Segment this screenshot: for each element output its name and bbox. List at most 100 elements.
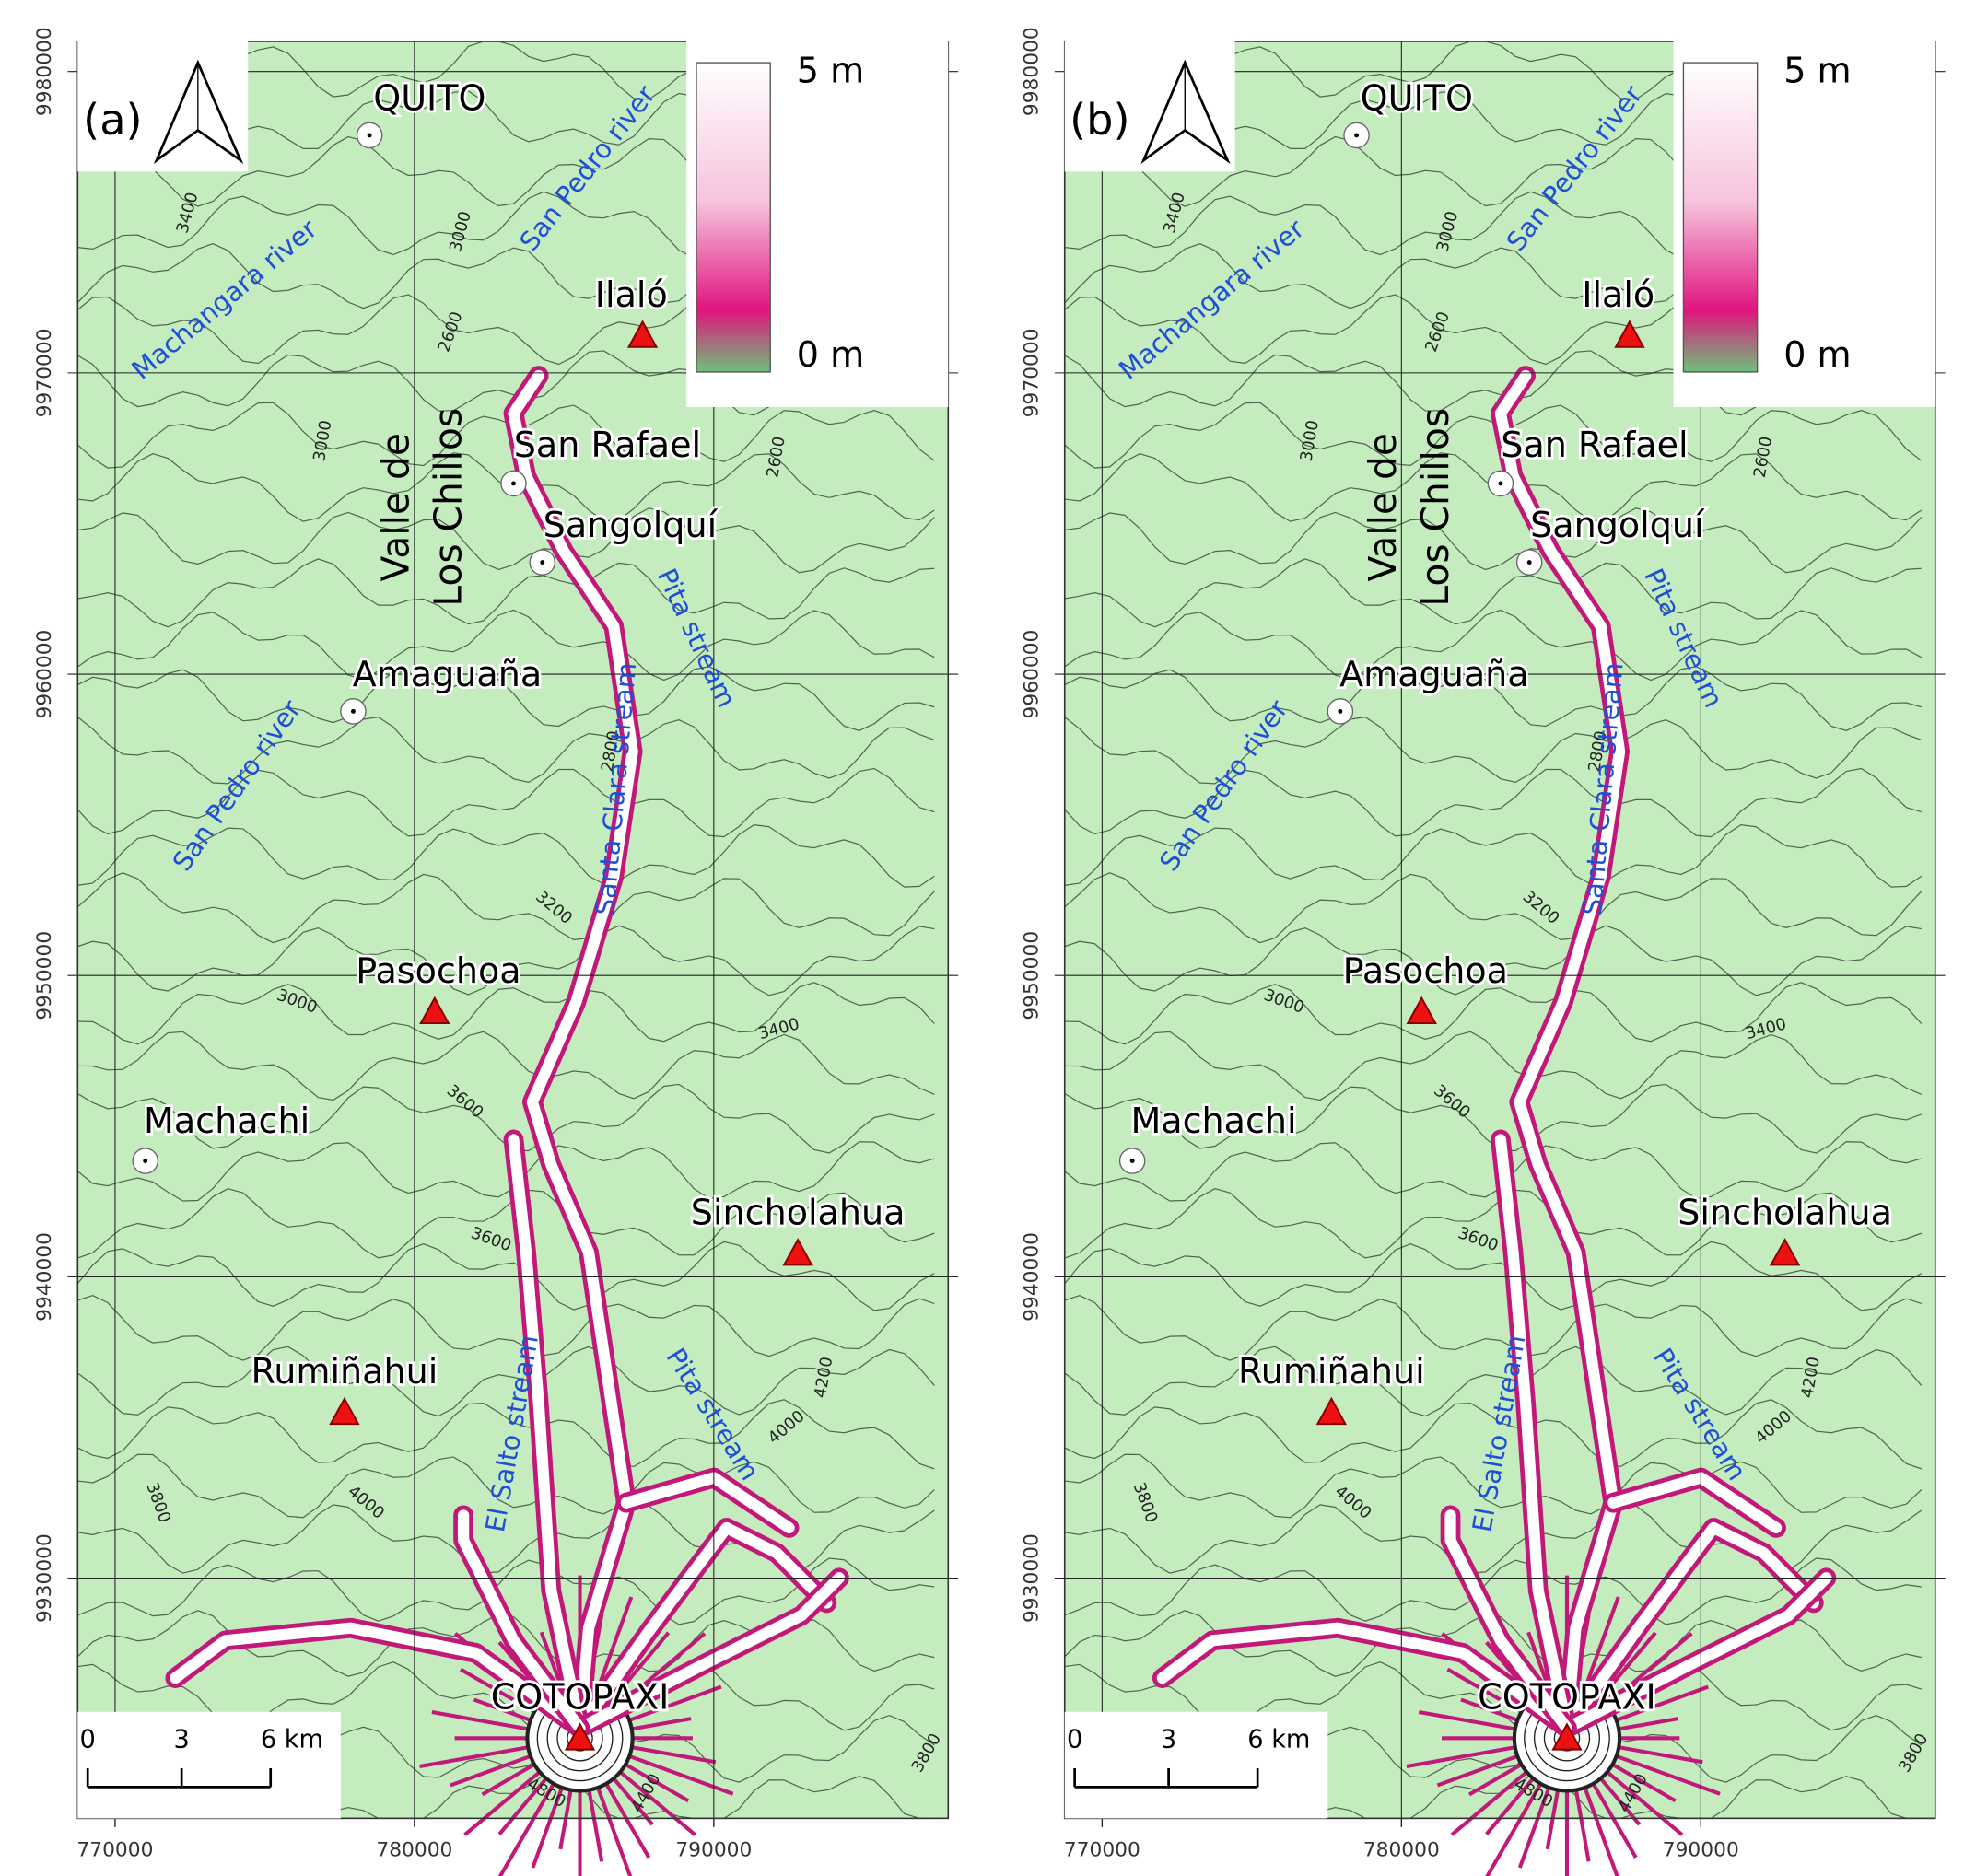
contour-line — [1064, 872, 1923, 944]
flow-channel — [1561, 1521, 1819, 1734]
volcano-label: Ilaló — [595, 274, 668, 315]
x-tick-label: 780000 — [376, 1839, 452, 1862]
volcano-label: Pasochoa — [356, 950, 520, 991]
scale-label: 3 — [173, 1726, 189, 1754]
y-tick-label: 9940000 — [33, 1232, 56, 1322]
scale-label: 6 km — [261, 1726, 323, 1754]
contour-line — [1064, 982, 1923, 1045]
town-label: Sangolquí — [544, 505, 719, 545]
volcano-marker — [329, 1396, 360, 1426]
contour-line — [1064, 925, 1922, 996]
x-tick-label: 770000 — [1064, 1839, 1140, 1862]
flow-channel — [170, 1622, 586, 1734]
contour-line — [77, 1188, 935, 1259]
legend-min-label: 0 m — [797, 334, 864, 375]
flow-channel — [1494, 369, 1626, 1734]
flow-radial — [602, 1780, 651, 1859]
contour-line — [1064, 1188, 1922, 1259]
legend-max-label: 5 m — [797, 50, 864, 90]
legend-max-label: 5 m — [1783, 50, 1851, 90]
contour-line — [77, 1453, 935, 1519]
contour-line — [76, 872, 935, 944]
flow-radial — [1613, 1754, 1721, 1796]
flow-radial — [1485, 1780, 1544, 1876]
flow-radial — [1460, 1697, 1521, 1723]
flow-radial — [628, 1744, 717, 1765]
flow-radial — [610, 1775, 654, 1826]
contour-line — [1064, 767, 1922, 838]
flow-radial — [450, 1754, 534, 1788]
town-dot — [1338, 708, 1343, 714]
flow-radial — [419, 1744, 532, 1769]
contour-line — [1064, 1399, 1922, 1470]
map-panel: 770000 780000 790000 9930000 9940000 9950000 9… — [1020, 27, 1946, 1876]
volcano-marker — [1315, 1396, 1348, 1426]
y-tick-label: 9950000 — [33, 931, 56, 1020]
flow-channel — [1444, 1509, 1573, 1734]
flow-radial — [497, 1775, 550, 1835]
flow-channel — [508, 369, 638, 1734]
map-frame — [1063, 41, 1936, 1820]
panel-label: (a) — [83, 95, 142, 145]
town-label: Amaguaña — [1339, 654, 1529, 694]
y-tick-label: 9980000 — [33, 27, 56, 116]
flow-radial — [1406, 1744, 1518, 1769]
flow-radial — [622, 1761, 690, 1803]
volcano-label: COTOPAXI — [1478, 1677, 1656, 1718]
volcano-marker — [1551, 1722, 1583, 1751]
valley-label: Valle de — [1361, 433, 1405, 581]
panel-label: (b) — [1070, 95, 1129, 145]
contour-line — [1064, 1295, 1922, 1361]
flow-channel — [574, 1572, 846, 1734]
scale-box — [1064, 1711, 1328, 1819]
flow-radial — [625, 1684, 722, 1723]
volcano-label: COTOPAXI — [491, 1677, 670, 1718]
flow-channel — [1561, 1572, 1832, 1734]
contour-line — [77, 1295, 935, 1361]
volcano-marker — [1614, 320, 1645, 348]
x-tick-label: 780000 — [1363, 1839, 1440, 1862]
flow-radial — [1436, 1754, 1521, 1788]
contour-line — [77, 666, 935, 731]
volcano-marker — [626, 320, 659, 348]
flow-radial — [1418, 1710, 1518, 1731]
flow-radial — [1517, 1784, 1552, 1869]
flow-radial — [531, 1784, 565, 1869]
valley-label: Valle de — [373, 433, 417, 581]
legend-min-label: 0 m — [1783, 334, 1851, 375]
flow-channel — [508, 1134, 586, 1734]
y-tick-label: 9960000 — [1020, 630, 1043, 719]
town-label: Machachi — [1130, 1101, 1296, 1141]
map-frame — [76, 41, 950, 1820]
flow-radial — [1467, 1761, 1525, 1797]
flow-radial — [459, 1667, 538, 1715]
flow-radial — [1609, 1761, 1677, 1803]
contour-line — [77, 823, 935, 888]
volcano-marker — [1769, 1238, 1801, 1266]
flow-radial — [473, 1697, 534, 1723]
y-tick-label: 9970000 — [1020, 328, 1043, 417]
volcano-marker — [419, 996, 450, 1024]
x-tick-label: 790000 — [1663, 1839, 1739, 1862]
town-dot — [1526, 560, 1532, 565]
x-tick-label: 790000 — [675, 1839, 752, 1862]
y-tick-label: 9950000 — [1020, 931, 1043, 1020]
contour-line — [76, 717, 935, 785]
flow-radial — [1590, 1780, 1638, 1859]
contour-line — [77, 1557, 935, 1625]
town-dot — [143, 1159, 148, 1163]
flow-radial — [1573, 1787, 1591, 1862]
contour-line — [1064, 558, 1922, 628]
flow-radial — [481, 1761, 538, 1797]
contour-line — [77, 507, 935, 574]
flow-radial — [1450, 1768, 1530, 1836]
town-label: QUITO — [1361, 77, 1473, 118]
contour-line — [77, 1399, 935, 1470]
y-tick-label: 9980000 — [1020, 27, 1043, 116]
contour-line — [77, 925, 935, 996]
scale-label: 6 km — [1247, 1726, 1310, 1754]
contour-line — [1064, 1031, 1923, 1101]
contour-line — [1064, 717, 1922, 785]
contour-line — [76, 1241, 935, 1311]
